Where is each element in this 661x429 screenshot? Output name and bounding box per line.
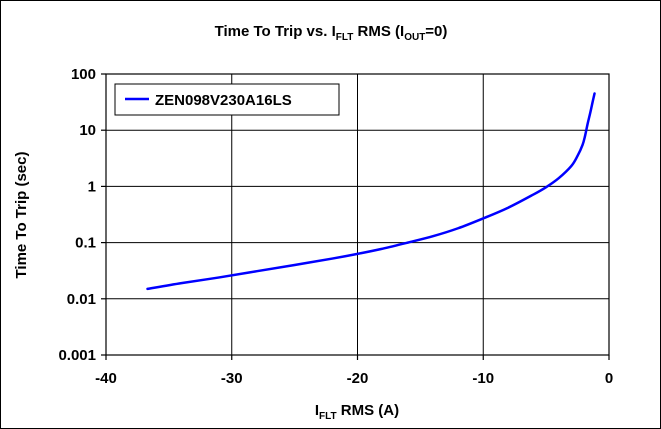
x-tick-label: -40 [95, 370, 117, 387]
legend-box [114, 83, 340, 116]
y-tick-label: 100 [71, 66, 96, 83]
y-tick-labels: 0.001 0.01 0.1 1 10 100 [58, 66, 96, 364]
y-tick-label: 0.001 [58, 347, 96, 364]
x-tick-label: 0 [605, 370, 613, 387]
grid-lines [106, 74, 609, 355]
y-tick-label: 10 [79, 122, 96, 139]
tick-marks [101, 73, 610, 360]
y-tick-label: 0.1 [75, 235, 96, 252]
x-tick-labels: -40 -30 -20 -10 0 [95, 370, 613, 387]
legend-label: ZEN098V230A16LS [155, 92, 292, 109]
series-line-zen098v230a16ls [146, 92, 596, 291]
x-tick-label: -10 [472, 370, 494, 387]
chart-title: Time To Trip vs. IFLT RMS (IOUT=0) [215, 23, 448, 43]
y-axis-title: Time To Trip (sec) [13, 152, 30, 279]
x-tick-label: -30 [221, 370, 243, 387]
legend: ZEN098V230A16LS [114, 83, 340, 116]
x-tick-label: -20 [347, 370, 369, 387]
x-axis-title: IFLT RMS (A) [315, 402, 399, 422]
y-tick-label: 0.01 [67, 291, 96, 308]
y-tick-label: 1 [88, 178, 96, 195]
